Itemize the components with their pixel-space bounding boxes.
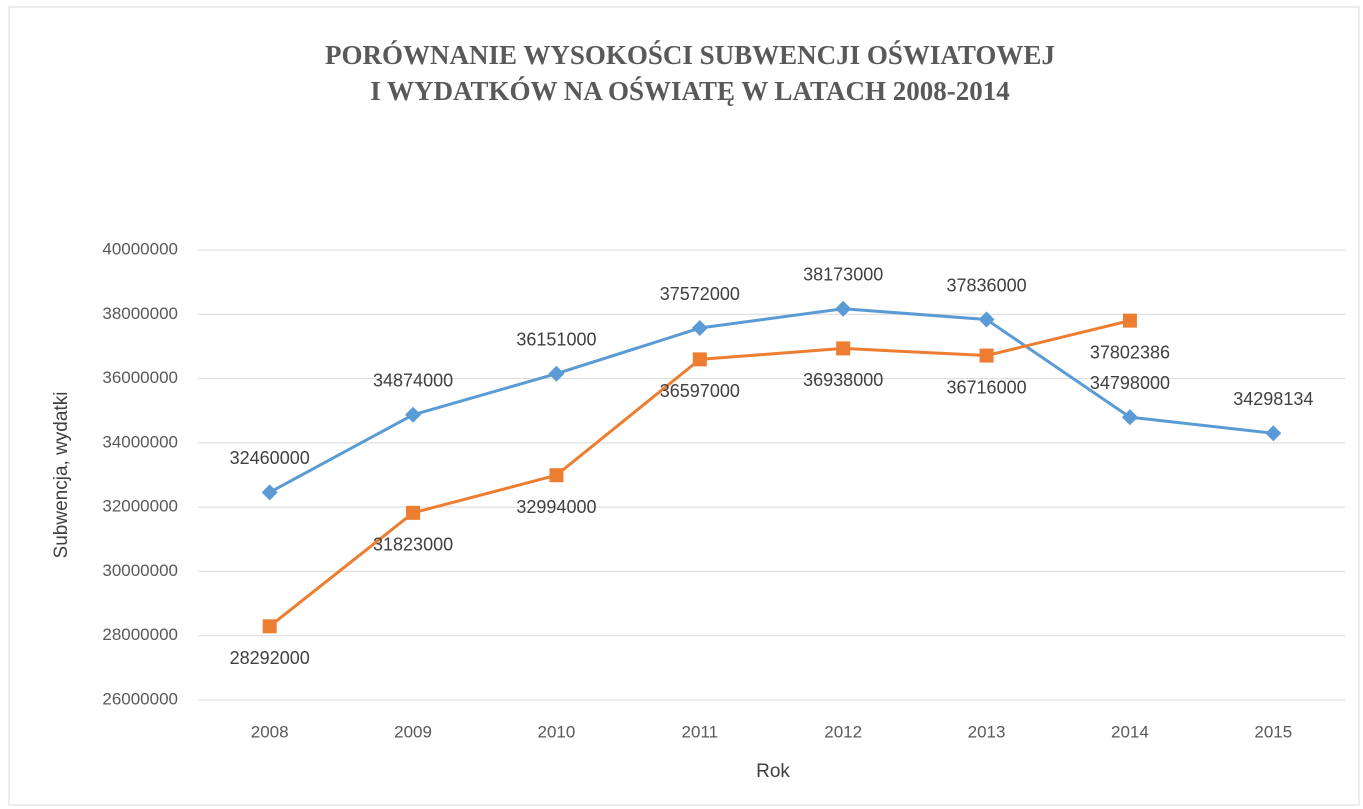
y-tick-label: 30000000: [102, 561, 178, 580]
x-tick-label: 2010: [538, 722, 576, 741]
marker: [549, 468, 564, 483]
y-axis-title: Subwencja, wydatki: [51, 392, 72, 559]
marker: [1121, 409, 1138, 426]
y-tick-label: 26000000: [102, 689, 178, 708]
y-tick-label: 28000000: [102, 625, 178, 644]
marker: [406, 505, 421, 520]
marker: [692, 352, 707, 367]
x-tick-label: 2011: [682, 722, 719, 741]
x-tick-label: 2014: [1111, 722, 1149, 741]
marker: [835, 300, 852, 317]
data-label: 34798000: [1090, 373, 1170, 393]
data-label: 36597000: [660, 381, 740, 401]
x-tick-label: 2008: [251, 722, 289, 741]
data-label: 37836000: [947, 275, 1027, 295]
data-label: 28292000: [230, 648, 310, 668]
y-tick-label: 32000000: [102, 497, 178, 516]
data-label: 38173000: [803, 264, 883, 284]
data-label: 32460000: [230, 448, 310, 468]
x-tick-label: 2013: [968, 722, 1006, 741]
chart-border: [8, 6, 1360, 806]
data-label: 32994000: [516, 497, 596, 517]
marker: [405, 406, 422, 423]
marker: [1122, 313, 1137, 328]
chart-title: PORÓWNANIE WYSOKOŚCI SUBWENCJI OŚWIATOWE…: [325, 40, 1055, 70]
marker: [691, 320, 708, 337]
data-label: 36716000: [947, 377, 1027, 397]
data-label: 36938000: [803, 370, 883, 390]
y-tick-label: 34000000: [102, 432, 178, 451]
data-label: 34874000: [373, 371, 453, 391]
data-label: 37802386: [1090, 342, 1170, 362]
marker: [548, 365, 565, 382]
series-line: [268, 307, 1274, 494]
data-label: 37572000: [660, 284, 740, 304]
y-tick-label: 38000000: [102, 304, 178, 323]
data-label: 31823000: [373, 535, 453, 555]
data-label: 36151000: [516, 329, 596, 349]
x-axis-title: Rok: [756, 761, 790, 782]
y-tick-label: 40000000: [102, 239, 178, 258]
marker: [262, 619, 277, 634]
x-tick-label: 2012: [824, 722, 862, 741]
marker: [1265, 425, 1282, 442]
x-tick-label: 2009: [394, 722, 432, 741]
x-tick-label: 2015: [1254, 722, 1292, 741]
chart-title: I WYDATKÓW NA OŚWIATĘ W LATACH 2008-2014: [370, 76, 1010, 106]
marker: [979, 348, 994, 363]
marker: [261, 484, 278, 501]
y-tick-label: 36000000: [102, 368, 178, 387]
marker: [978, 311, 995, 328]
marker: [836, 341, 851, 356]
data-label: 34298134: [1233, 389, 1313, 409]
